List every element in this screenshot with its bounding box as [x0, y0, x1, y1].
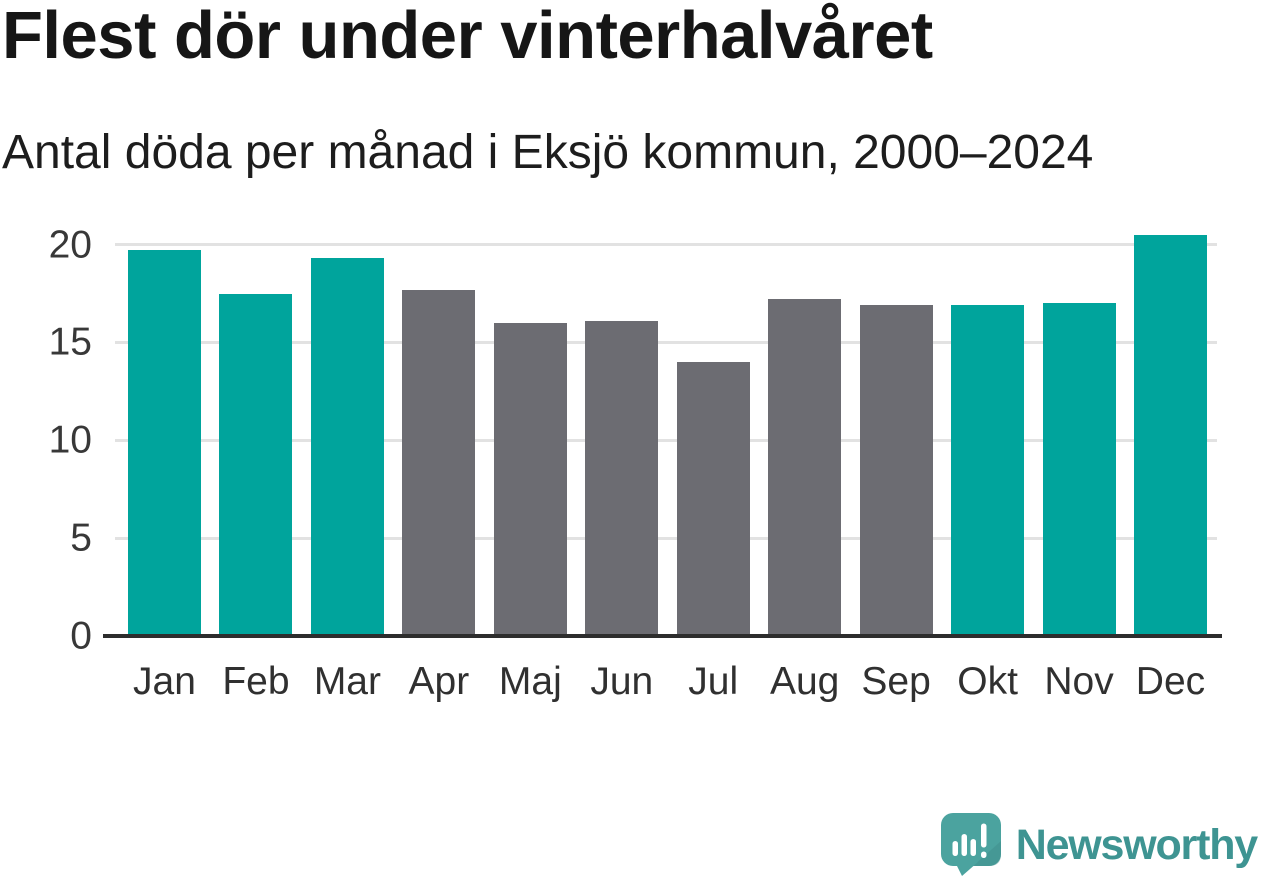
bar-jan [128, 250, 201, 636]
newsworthy-logo: Newsworthy [940, 812, 1258, 878]
bar-jun [585, 320, 659, 636]
x-tick-label-jul: Jul [688, 660, 739, 703]
bar-mar [310, 258, 384, 636]
x-tick-label-maj: Maj [498, 660, 562, 703]
chart-subtitle: Antal döda per månad i Eksjö kommun, 200… [2, 126, 1094, 179]
newsworthy-logo-text: Newsworthy [1015, 820, 1258, 869]
y-axis-tick-labels: 0 5 10 15 20 [0, 223, 92, 655]
chart-title: Flest dör under vinterhalvåret [2, 0, 933, 73]
x-tick-label-aug: Aug [769, 660, 840, 703]
x-axis-tick-labels: Jan Feb Mar Apr Maj Jun Jul Aug Sep Okt Nov Dec [115, 662, 1220, 701]
newsworthy-bar-chart-bubble-icon [940, 813, 1001, 876]
gridline-20 [115, 243, 1217, 247]
x-tick-label-nov: Nov [1044, 660, 1114, 703]
y-tick-label-0: 0 [70, 614, 92, 658]
x-tick-label-jun: Jun [590, 660, 654, 703]
bar-apr [402, 289, 476, 636]
bar-feb [219, 293, 293, 636]
x-axis-line [103, 634, 1222, 638]
x-tick-label-apr: Apr [408, 660, 470, 703]
x-tick-label-feb: Feb [222, 660, 290, 703]
bar-dec [1133, 234, 1207, 636]
x-tick-label-dec: Dec [1135, 660, 1206, 703]
y-tick-label-20: 20 [48, 223, 92, 267]
y-tick-label-5: 5 [70, 516, 92, 560]
x-tick-label-okt: Okt [957, 660, 1018, 703]
bar-chart-plot-area [115, 225, 1220, 636]
x-tick-label-jan: Jan [133, 660, 196, 703]
gridline-10 [115, 438, 1217, 442]
gridline-15 [115, 340, 1217, 344]
bar-jul [676, 362, 750, 636]
y-tick-label-10: 10 [48, 418, 92, 462]
bar-maj [493, 322, 567, 636]
bar-okt [951, 305, 1025, 636]
bar-nov [1042, 303, 1116, 636]
y-tick-label-15: 15 [48, 320, 92, 364]
x-tick-label-mar: Mar [313, 660, 381, 703]
bar-sep [859, 305, 933, 636]
bar-series [115, 225, 1220, 636]
bar-aug [768, 299, 842, 636]
x-tick-label-sep: Sep [861, 660, 931, 703]
gridline-5 [115, 536, 1217, 540]
